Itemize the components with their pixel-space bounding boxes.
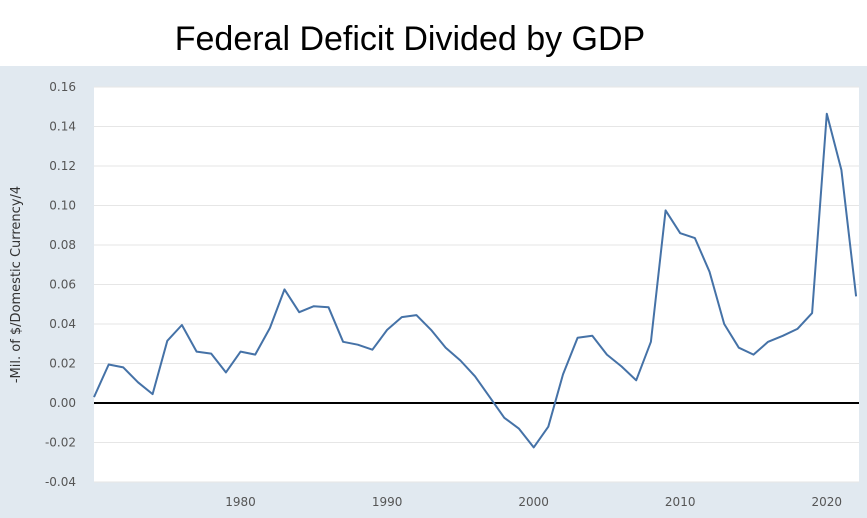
x-tick-label: 1980 <box>225 495 256 509</box>
y-tick-label: 0.06 <box>49 278 76 292</box>
y-tick-label: 0.10 <box>49 199 76 213</box>
y-tick-label: -0.02 <box>45 436 76 450</box>
x-tick-label: 2000 <box>518 495 549 509</box>
y-axis-label: -Mil. of $/Domestic Currency/4 <box>9 186 24 383</box>
series-line <box>93 112 858 449</box>
x-tick-label: 1990 <box>372 495 403 509</box>
y-tick-label: 0.16 <box>49 80 76 94</box>
y-tick-label: 0.12 <box>49 159 76 173</box>
y-tick-label: 0.08 <box>49 238 76 252</box>
x-tick-label: 2020 <box>811 495 842 509</box>
y-tick-label: 0.14 <box>49 120 76 134</box>
chart-title: Federal Deficit Divided by GDP <box>174 20 646 58</box>
grid-lines <box>94 86 859 483</box>
x-tick-labels: 1980 1990 2000 2010 2020 <box>225 495 842 509</box>
y-tick-label: -0.04 <box>45 475 76 489</box>
x-tick-label: 2010 <box>665 495 696 509</box>
y-tick-labels: -0.04 -0.02 0.00 0.02 0.04 0.06 0.08 0.10 0.12 0.… <box>45 80 76 489</box>
line-chart: -0.04 -0.02 0.00 0.02 0.04 0.06 0.08 0.10 0.12 0.… <box>0 66 867 518</box>
y-tick-label: 0.02 <box>49 357 76 371</box>
y-tick-label: 0.04 <box>49 317 76 331</box>
y-tick-label: 0.00 <box>49 396 76 410</box>
